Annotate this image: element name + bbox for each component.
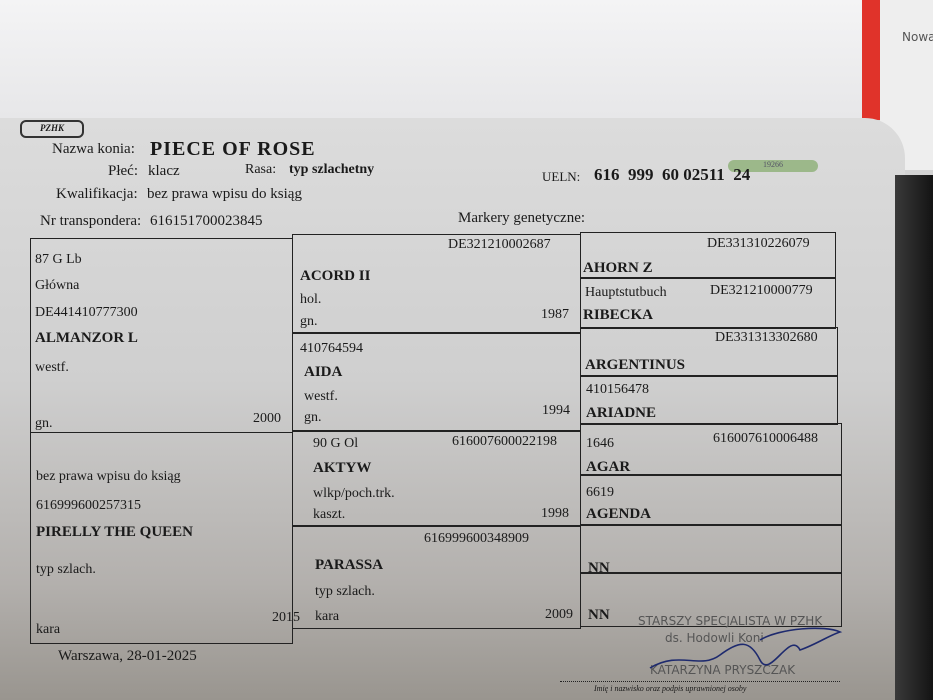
dam-sire-color: kaszt. [313, 507, 346, 522]
pedigree-document [0, 118, 905, 700]
sire-section: Główna [35, 278, 80, 293]
sire-sire-name: ACORD II [300, 268, 371, 284]
dss-cell [580, 423, 842, 476]
breed-label: Rasa: [245, 162, 277, 177]
dss-id: 616007610006488 [713, 431, 818, 446]
sire-color: gn. [35, 416, 53, 431]
qualification-label: Kwalifikacja: [56, 186, 138, 202]
sire-dam-name: AIDA [304, 364, 343, 380]
sire-sire-year: 1987 [541, 307, 569, 322]
ssd-id: DE321210000779 [710, 283, 813, 298]
dds-cell [580, 524, 842, 574]
dsd-name: AGENDA [586, 506, 652, 522]
background-paper [0, 0, 870, 125]
sds-id: DE331313302680 [715, 330, 818, 345]
sds-name: ARGENTINUS [585, 357, 686, 373]
name-label: Nazwa konia: [52, 141, 135, 157]
dam-dam-id: 616999600348909 [424, 531, 529, 546]
sire-year: 2000 [253, 411, 281, 426]
genetic-markers-label: Markery genetyczne: [458, 210, 586, 226]
red-folder-tab [862, 0, 880, 120]
dsd-book: 6619 [586, 485, 614, 500]
sticker: 19266 [728, 160, 818, 172]
signature-caption: Imię i nazwisko oraz podpis uprawnionej … [594, 684, 747, 693]
sire-dam-breed: westf. [304, 389, 338, 404]
dam-dam-name: PARASSA [315, 557, 384, 573]
ueln-label: UELN: [542, 169, 581, 184]
dam-name: PIRELLY THE QUEEN [36, 524, 193, 540]
ssd-name: RIBECKA [583, 307, 654, 323]
ueln-value: 616 999 60 02511 24 [594, 165, 751, 184]
dam-sire-id: 616007600022198 [452, 434, 557, 449]
sds-cell [580, 327, 838, 377]
ddd-name: NN [588, 607, 610, 623]
sire-book: 87 G Lb [35, 252, 82, 267]
dss-book: 1646 [586, 436, 614, 451]
sire-dam-year: 1994 [542, 403, 570, 418]
sire-breed: westf. [35, 360, 69, 375]
side-note: Nowa [902, 30, 933, 44]
sire-sire-breed: hol. [300, 292, 322, 307]
dss-name: AGAR [586, 459, 631, 475]
transponder-value: 616151700023845 [150, 213, 263, 229]
sdd-name: ARIADNE [586, 405, 657, 421]
horse-name: PIECE OF ROSE [150, 138, 316, 160]
sire-id: DE441410777300 [35, 305, 138, 320]
dam-year: 2015 [272, 610, 300, 625]
dam-breed: typ szlach. [36, 562, 96, 577]
pzhk-logo: PZHK [20, 120, 84, 138]
sss-cell [580, 232, 836, 279]
signature [649, 627, 843, 669]
dam-id: 616999600257315 [36, 498, 141, 513]
dam-dam-color: kara [315, 609, 340, 624]
ssd-book: Hauptstutbuch [585, 285, 667, 300]
dam-dam-breed: typ szlach. [315, 584, 375, 599]
stamp-name: KATARZYNA PRYSZCZAK [650, 663, 796, 677]
sire-dam-id: 410764594 [300, 341, 363, 356]
qualification-value: bez prawa wpisu do ksiąg [147, 186, 302, 202]
sdd-id: 410156478 [586, 382, 649, 397]
sex-value: klacz [148, 163, 180, 179]
stamp-department: ds. Hodowli Koni [665, 631, 764, 645]
dds-name: NN [588, 560, 610, 576]
transponder-label: Nr transpondera: [40, 213, 142, 229]
dam-dam-year: 2009 [545, 607, 573, 622]
sss-name: AHORN Z [583, 260, 653, 276]
dam-sire-year: 1998 [541, 506, 569, 521]
dark-edge [895, 175, 933, 700]
dam-sire-book: 90 G Ol [313, 436, 359, 451]
sdd-cell [580, 375, 838, 425]
sire-sire-color: gn. [300, 314, 318, 329]
dam-qualification: bez prawa wpisu do ksiąg [36, 469, 181, 484]
sire-sire-id: DE321210002687 [448, 237, 551, 252]
sss-id: DE331310226079 [707, 236, 810, 251]
dam-sire-name: AKTYW [313, 460, 372, 476]
sire-name: ALMANZOR L [35, 330, 138, 346]
sire-dam-color: gn. [304, 410, 322, 425]
dsd-cell [580, 474, 842, 526]
dam-sire-breed: wlkp/poch.trk. [313, 486, 395, 501]
sex-label: Płeć: [108, 163, 138, 179]
stamp-title: STARSZY SPECJALISTA W PZHK [638, 614, 823, 628]
place-date: Warszawa, 28-01-2025 [58, 648, 197, 664]
ssd-cell [580, 277, 836, 329]
signature-line [560, 681, 840, 682]
ddd-cell [580, 572, 842, 627]
dam-color: kara [36, 622, 61, 637]
breed-value: typ szlachetny [289, 162, 375, 177]
